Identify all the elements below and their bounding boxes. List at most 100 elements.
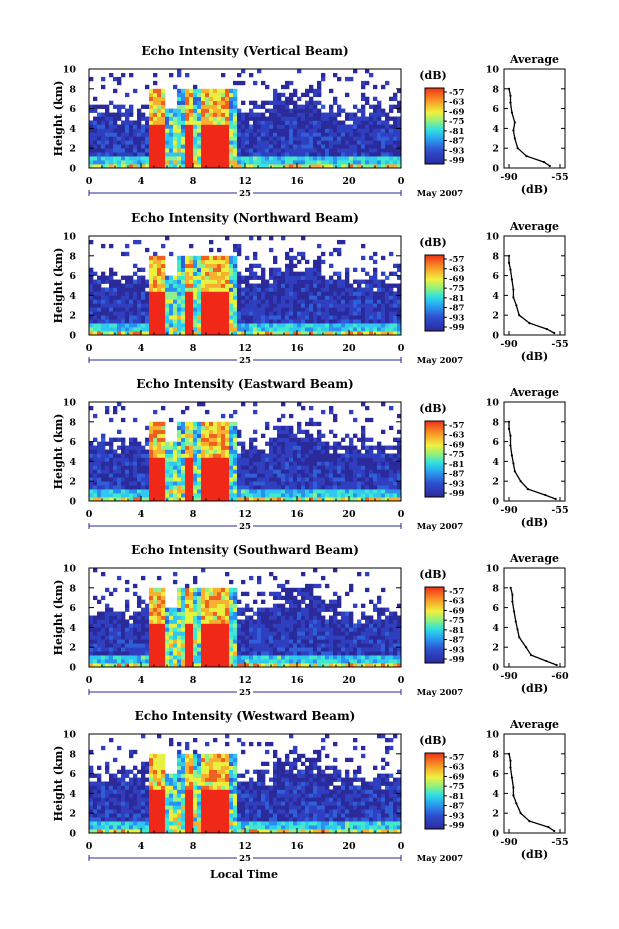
heatmap-cell (237, 291, 242, 296)
heatmap-cell (397, 413, 402, 419)
heatmap-cell (229, 136, 234, 141)
heatmap-cell (277, 140, 282, 145)
heatmap-cell (361, 299, 366, 304)
heatmap-cell (325, 465, 330, 470)
heatmap-cell (265, 497, 270, 502)
heatmap-cell (317, 140, 322, 145)
heatmap-cell (245, 477, 250, 482)
heatmap-cell (133, 583, 138, 589)
heatmap-cell (165, 627, 170, 632)
heatmap-cell (213, 104, 218, 109)
heatmap-cell (117, 136, 122, 141)
heatmap-cell (133, 295, 138, 300)
heatmap-cell (169, 607, 174, 612)
heatmap-cell (285, 453, 290, 458)
heatmap-cell (341, 315, 346, 320)
heatmap-cell (349, 497, 354, 502)
heatmap-cell (149, 327, 154, 332)
heatmap-cell (213, 615, 218, 620)
heatmap-cell (349, 164, 354, 169)
heatmap-cell (141, 639, 146, 644)
heatmap-cell (109, 275, 114, 280)
heatmap-cell (285, 124, 290, 129)
heatmap-cell (281, 429, 286, 435)
heatmap-cell (293, 457, 298, 462)
heatmap-cell (381, 323, 386, 328)
heatmap-cell (117, 635, 122, 640)
heatmap-cell (181, 315, 186, 320)
heatmap-cell (305, 421, 310, 427)
heatmap-cell (93, 639, 98, 644)
heatmap-cell (381, 299, 386, 304)
heatmap-cell (309, 441, 314, 446)
heatmap-cell (341, 327, 346, 332)
heatmap-cell (377, 279, 382, 284)
heatmap-cell (337, 156, 342, 161)
heatmap-cell (397, 108, 402, 113)
heatmap-cell (377, 116, 382, 121)
heatmap-cell (169, 283, 174, 288)
heatmap-cell (109, 497, 114, 502)
heatmap-cell (329, 136, 334, 141)
heatmap-cell (217, 108, 222, 113)
heatmap-cell (273, 128, 278, 133)
heatmap-cell (345, 92, 350, 98)
heatmap-cell (161, 116, 166, 121)
heatmap-cell (397, 473, 402, 478)
heatmap-cell (201, 402, 206, 407)
heatmap-cell (133, 311, 138, 316)
heatmap-cell (145, 631, 150, 636)
heatmap-cell (309, 88, 314, 94)
heatmap-cell (369, 489, 374, 494)
heatmap-cell (261, 469, 266, 474)
colorbar-tick-label: -63 (449, 265, 464, 275)
heatmap-cell (297, 449, 302, 454)
heatmap-cell (181, 299, 186, 304)
heatmap-cell (329, 489, 334, 494)
heatmap-cell (165, 623, 170, 628)
heatmap-cell (369, 124, 374, 129)
heatmap-cell (301, 160, 306, 165)
heatmap-cell (269, 152, 274, 157)
heatmap-cell (237, 116, 242, 121)
heatmap-cell (197, 493, 202, 498)
heatmap-cell (389, 303, 394, 308)
heatmap-cell (221, 413, 226, 419)
heatmap-cell (373, 489, 378, 494)
heatmap-cell (337, 124, 342, 129)
heatmap-cell (177, 603, 182, 608)
heatmap-cell (125, 647, 130, 652)
heatmap-cell (353, 319, 358, 324)
heatmap-cell (361, 255, 366, 261)
heatmap-cell (257, 148, 262, 153)
heatmap-cell (257, 156, 262, 161)
heatmap-cell (129, 112, 134, 117)
heatmap-cell (141, 327, 146, 332)
heatmap-cell (301, 283, 306, 288)
heatmap-cell (245, 327, 250, 332)
heatmap-cell (365, 307, 370, 312)
heatmap-cell (317, 315, 322, 320)
heatmap-cell (129, 287, 134, 292)
heatmap-cell (289, 128, 294, 133)
heatmap-cell (113, 271, 118, 276)
heatmap-cell (217, 148, 222, 153)
heatmap-cell (93, 144, 98, 149)
heatmap-cell (201, 283, 206, 288)
heatmap-cell (149, 473, 154, 478)
heatmap-cell (137, 477, 142, 482)
heatmap-cell (321, 473, 326, 478)
heatmap-cell (397, 132, 402, 137)
heatmap-cell (129, 164, 134, 169)
heatmap-cell (217, 429, 222, 435)
heatmap-cell (337, 299, 342, 304)
heatmap-cell (233, 144, 238, 149)
profile-point (512, 288, 515, 291)
heatmap-cell (101, 160, 106, 165)
heatmap-cell (189, 647, 194, 652)
heatmap-cell (345, 160, 350, 165)
heatmap-cell (329, 152, 334, 157)
heatmap-cell (389, 485, 394, 490)
heatmap-cell (205, 497, 210, 502)
heatmap-cell (113, 311, 118, 316)
